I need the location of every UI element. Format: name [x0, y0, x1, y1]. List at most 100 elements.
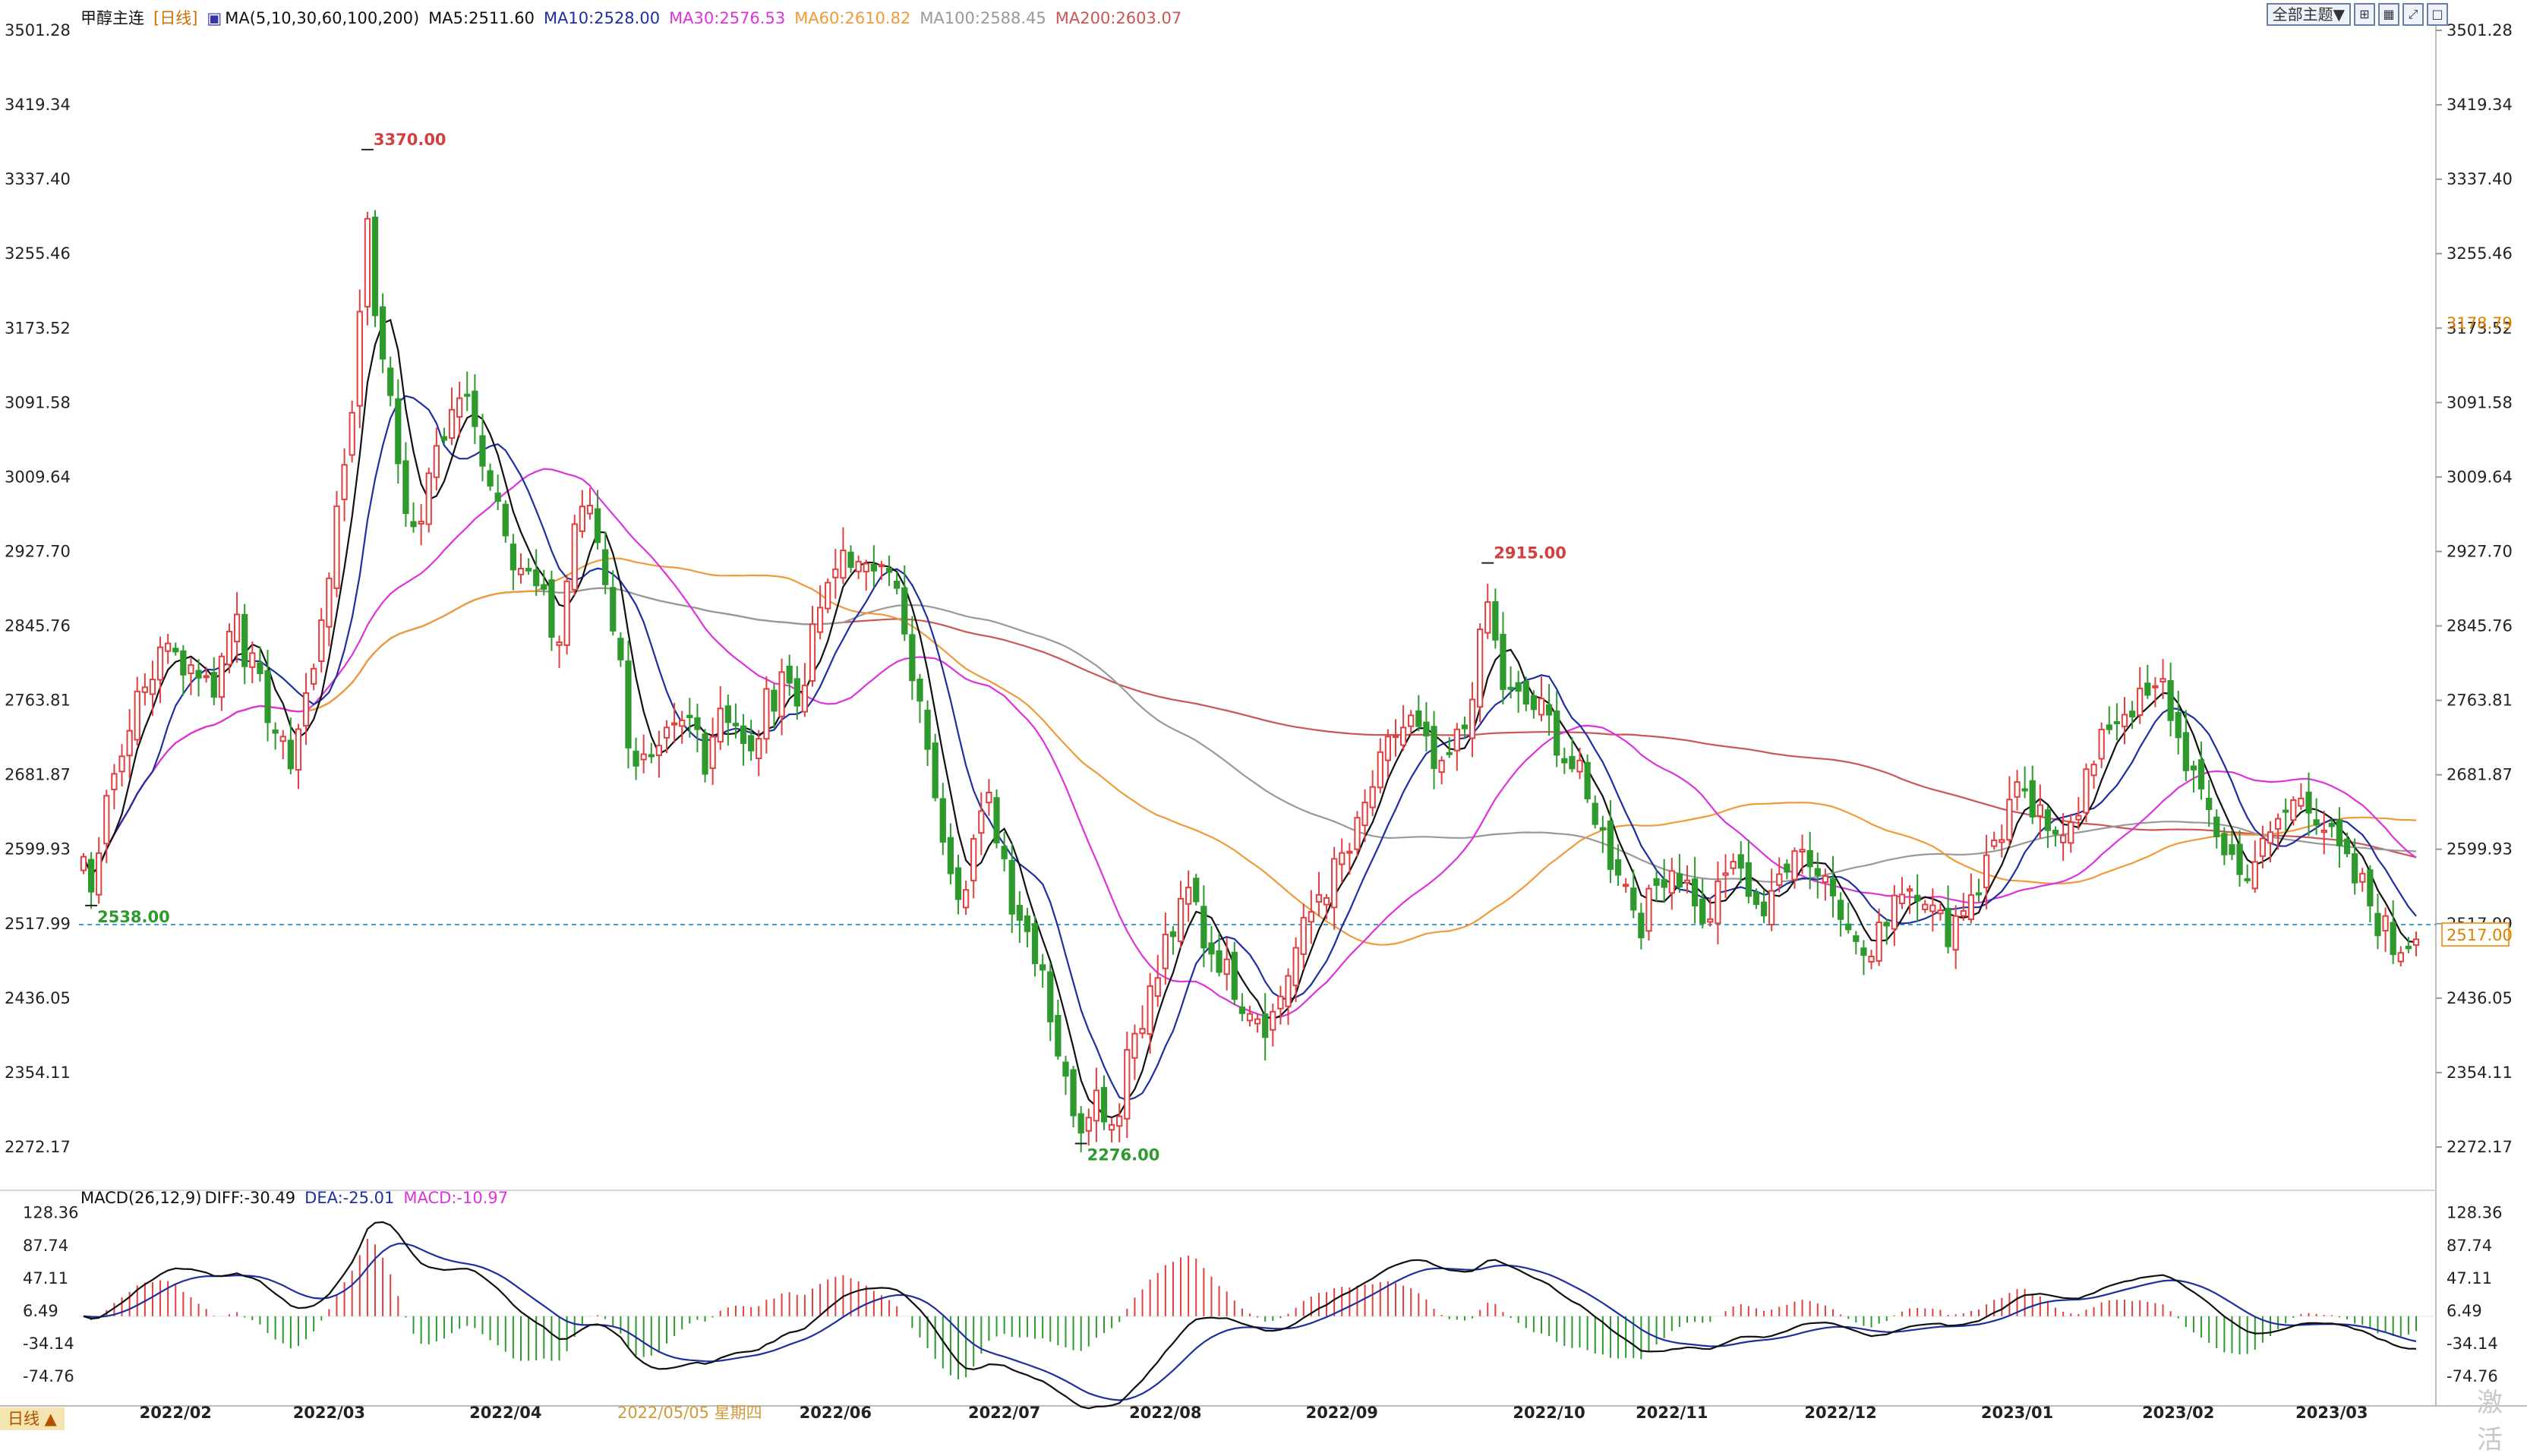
candle-body — [686, 714, 693, 719]
candle-body — [1399, 726, 1407, 746]
candle-body — [1438, 759, 1445, 774]
candle-body — [1223, 958, 1230, 975]
candle-body — [571, 523, 578, 591]
y-tick-left: 2681.87 — [5, 766, 71, 784]
candle-body — [1853, 935, 1860, 942]
candle-body — [1408, 714, 1415, 727]
y-tick-right: 3419.34 — [2447, 96, 2513, 114]
ma100-value: MA100:2588.45 — [920, 9, 1046, 27]
candle-body — [525, 568, 532, 572]
candle-body — [2251, 861, 2258, 890]
candle-body — [494, 492, 501, 503]
y-tick-left: 2354.11 — [5, 1064, 71, 1082]
candle-body — [349, 411, 355, 456]
candle-body — [2236, 843, 2243, 875]
candle-body — [1331, 858, 1338, 909]
candle-body — [2113, 720, 2121, 725]
candle-body — [1093, 1089, 1100, 1122]
candle-body — [2221, 833, 2228, 856]
candle-body — [1952, 915, 1959, 951]
expand-icon[interactable]: ⤢ — [2402, 3, 2424, 26]
candle-body — [226, 630, 233, 666]
macd-y-tick-left: 128.36 — [23, 1204, 78, 1222]
y-tick-left: 2272.17 — [5, 1138, 71, 1156]
candle-body — [2359, 872, 2366, 883]
layout-icon[interactable]: ⊞ — [2354, 3, 2375, 26]
candle-body — [180, 650, 187, 676]
candle-body — [947, 837, 954, 875]
candle-body — [2128, 711, 2136, 717]
macd-y-tick-left: 47.11 — [23, 1269, 68, 1287]
candle-body — [341, 464, 348, 500]
y-tick-left: 2845.76 — [5, 617, 71, 635]
candle-body — [1162, 934, 1169, 969]
candle-body — [962, 889, 970, 909]
candle-body — [847, 551, 854, 569]
candle-body — [1645, 887, 1652, 932]
candle-body — [487, 470, 494, 487]
x-tick-label: 2023/03 — [2295, 1404, 2368, 1422]
candle-body — [2336, 819, 2343, 846]
period-tab[interactable]: 日线 ▲ — [0, 1407, 65, 1430]
candle-body — [1799, 849, 1806, 852]
theme-select-button[interactable]: 全部主题▼ — [2266, 3, 2351, 26]
candle-body — [1124, 1048, 1131, 1120]
overlay-price-label: 3178.79 — [2447, 314, 2513, 332]
candle-body — [1592, 802, 1598, 825]
candle-body — [1116, 1115, 1123, 1127]
candle-body — [1200, 906, 1207, 949]
y-tick-right: 2927.70 — [2447, 542, 2513, 560]
y-tick-left: 3419.34 — [5, 96, 71, 114]
candle-body — [195, 670, 202, 679]
x-tick-label: 2022/07 — [968, 1404, 1040, 1422]
candle-body — [472, 390, 478, 427]
candle-body — [1730, 861, 1737, 869]
x-tick-label: 2022/06 — [800, 1404, 872, 1422]
candle-body — [809, 623, 816, 682]
candle-body — [1845, 923, 1852, 931]
candle-body — [1169, 931, 1177, 938]
ma-toggle-icon[interactable]: ▣ — [207, 9, 222, 27]
candle-body — [1231, 951, 1238, 1001]
macd-y-tick-right: -34.14 — [2447, 1335, 2498, 1353]
candle-body — [978, 810, 985, 834]
macd-y-tick-right: -74.76 — [2447, 1367, 2498, 1385]
candle-body — [1024, 915, 1031, 932]
candle-body — [1883, 922, 1890, 927]
candle-body — [1837, 900, 1844, 920]
candle-body — [1715, 880, 1721, 925]
candle-body — [1246, 1013, 1254, 1022]
candle-body — [2098, 728, 2105, 760]
candle-body — [264, 670, 271, 723]
candle-body — [1522, 680, 1529, 705]
y-tick-left: 3091.58 — [5, 393, 71, 411]
period-label[interactable]: [日线] — [153, 9, 198, 27]
candle-body — [1108, 1124, 1115, 1131]
candle-body — [1806, 849, 1813, 868]
candle-body — [118, 755, 125, 773]
macd-y-tick-right: 47.11 — [2447, 1269, 2492, 1287]
candle-body — [1415, 710, 1422, 727]
candle-body — [986, 792, 992, 804]
candle-body — [1270, 1010, 1276, 1031]
candle-body — [855, 560, 862, 572]
grid-icon[interactable]: ▦ — [2378, 3, 2399, 26]
candle-body — [1638, 912, 1645, 938]
candle-body — [1515, 682, 1522, 692]
ma30-value: MA30:2576.53 — [669, 9, 786, 27]
candle-body — [1623, 884, 1629, 887]
candle-body — [2412, 938, 2420, 946]
candle-body — [1630, 887, 1637, 911]
candle-body — [1492, 601, 1499, 641]
y-tick-right: 2272.17 — [2447, 1138, 2513, 1156]
candle-body — [2320, 829, 2327, 834]
fullscreen-icon[interactable]: □ — [2427, 3, 2448, 26]
y-tick-left: 2599.93 — [5, 840, 71, 859]
candle-body — [1554, 710, 1560, 756]
candle-body — [2060, 834, 2067, 843]
last-price-label: 2517.00 — [2447, 926, 2513, 944]
candle-body — [395, 398, 402, 465]
candle-body — [156, 646, 164, 681]
candle-body — [1776, 873, 1783, 886]
candle-body — [2374, 912, 2381, 937]
